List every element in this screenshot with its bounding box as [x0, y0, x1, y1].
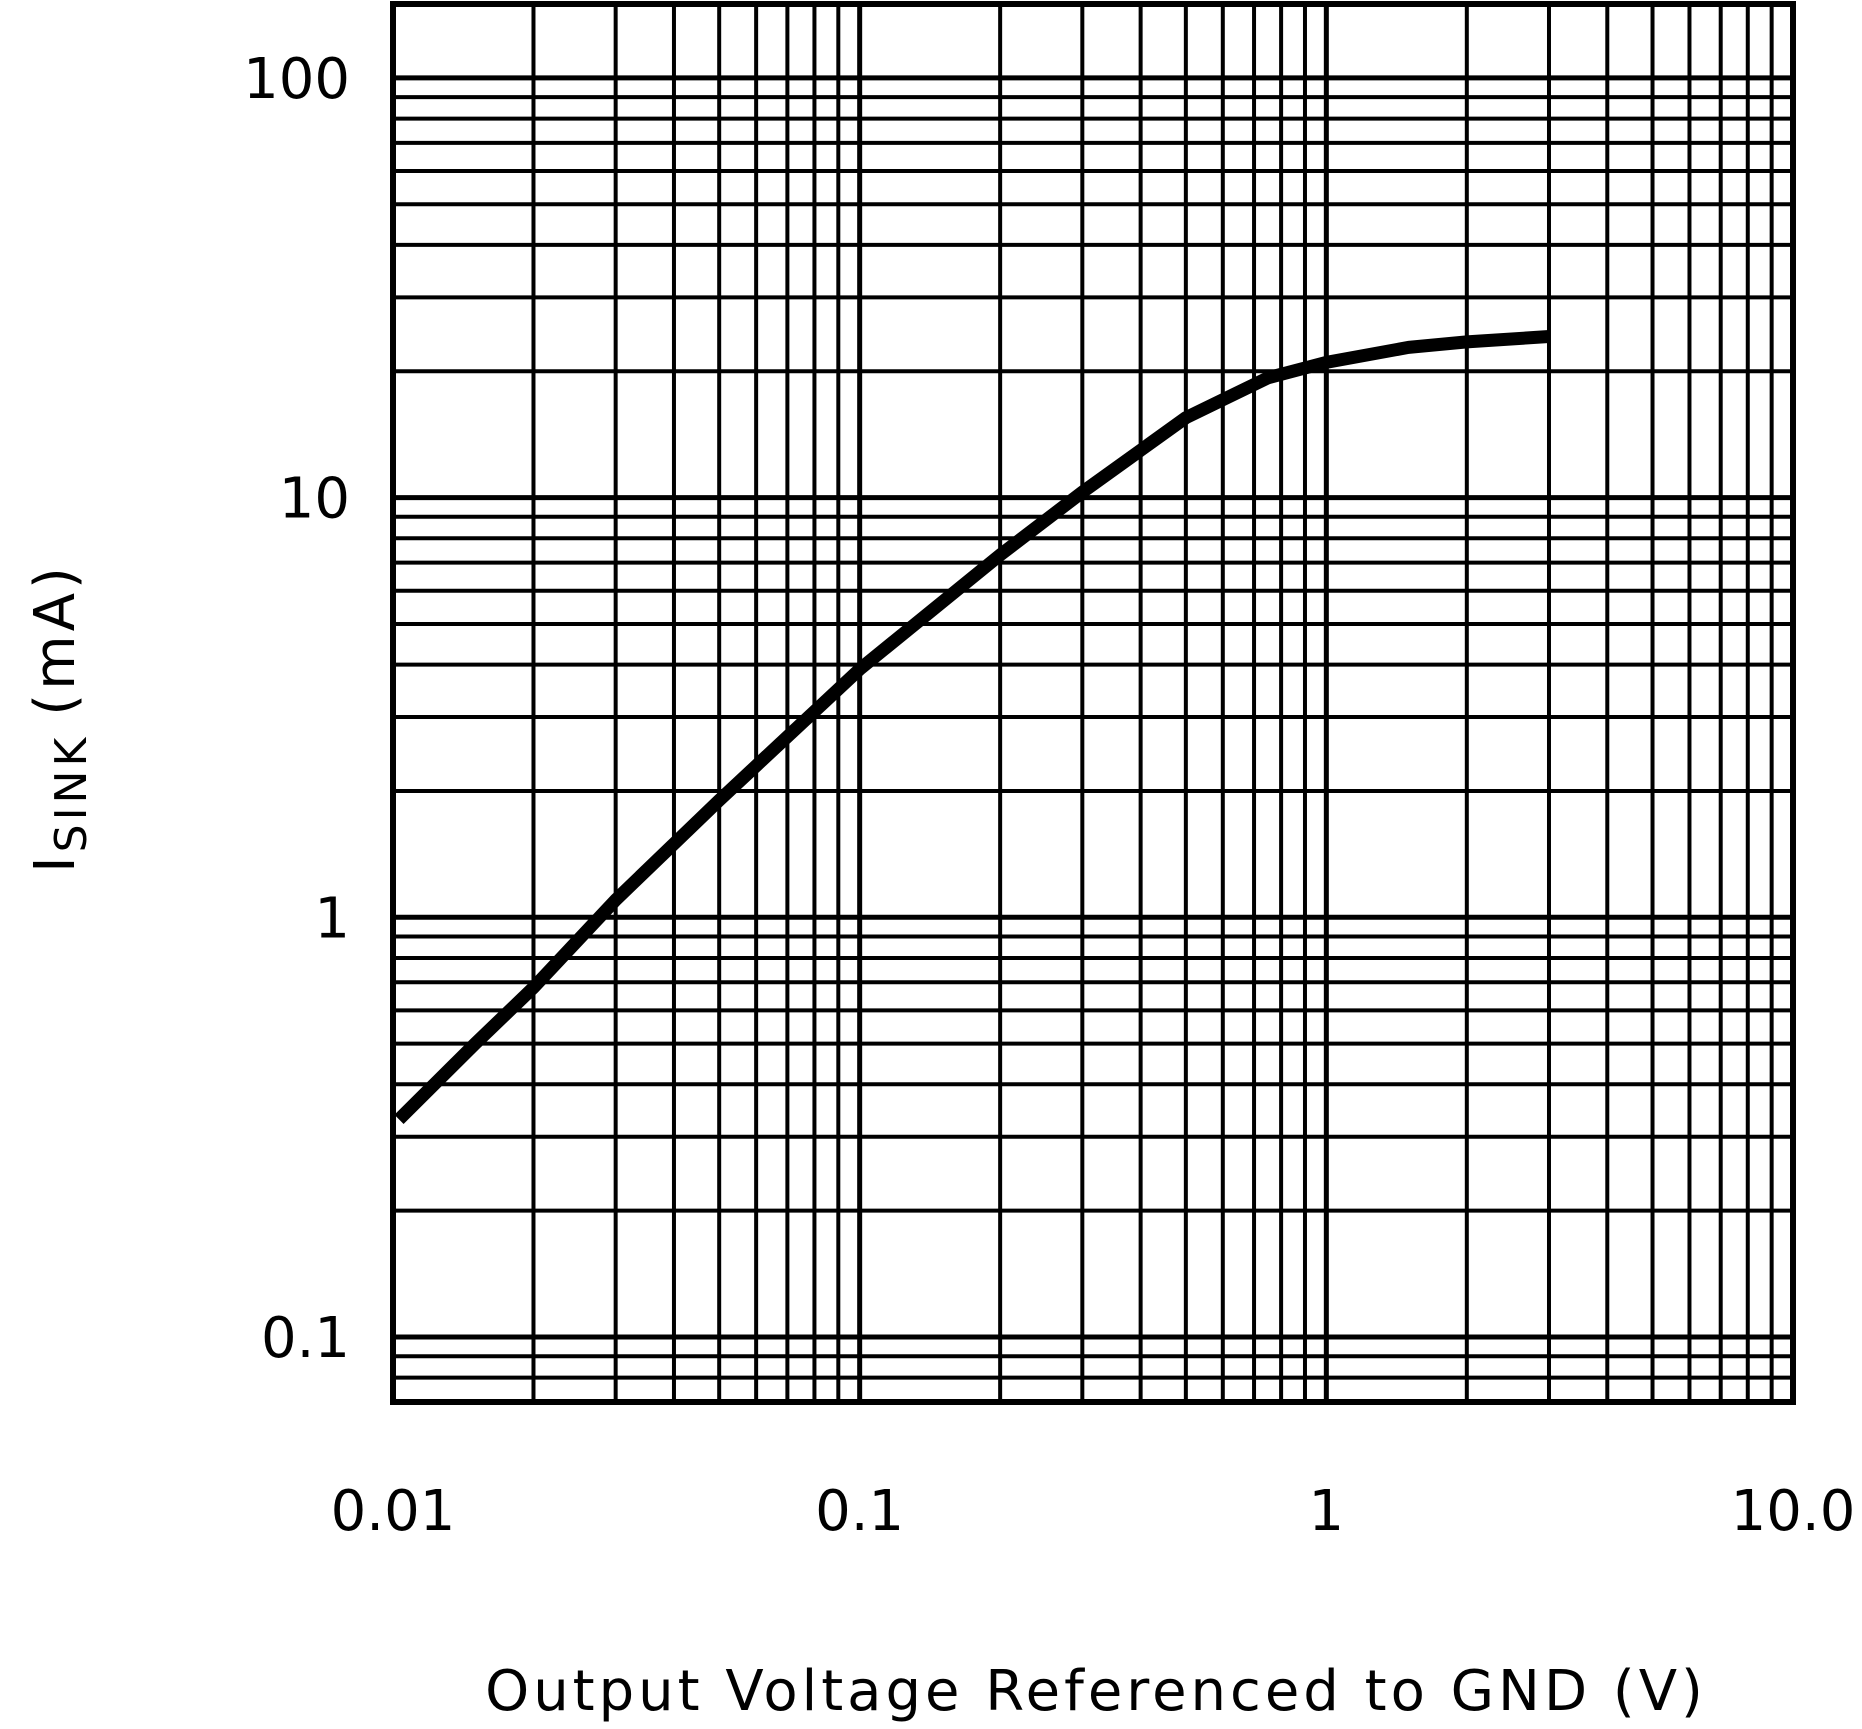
minor-gridlines [393, 4, 1793, 1402]
y-axis-label: ISINK (mA) [23, 563, 97, 873]
x-tick-label: 1 [1309, 1479, 1345, 1544]
x-tick-labels: 0.01 0.1 1 10.0 [331, 1479, 1856, 1544]
plot-frame [390, 1, 1796, 1405]
major-gridlines [393, 4, 1793, 1402]
x-axis-label: Output Voltage Referenced to GND (V) [485, 1659, 1707, 1724]
y-tick-label: 1 [314, 886, 350, 951]
y-axis-label-main: I [23, 852, 88, 873]
x-tick-label: 0.01 [331, 1479, 456, 1544]
series-line [394, 330, 1550, 1125]
y-axis-label-subscript: SINK [46, 734, 97, 853]
y-tick-label: 10 [279, 467, 350, 532]
y-axis-label-unit: (mA) [23, 563, 88, 716]
y-tick-label: 0.1 [261, 1306, 350, 1371]
y-tick-labels: 0.1 1 10 100 [243, 47, 350, 1371]
x-tick-label: 0.1 [815, 1479, 904, 1544]
x-tick-label: 10.0 [1731, 1479, 1856, 1544]
y-tick-label: 100 [243, 47, 350, 112]
